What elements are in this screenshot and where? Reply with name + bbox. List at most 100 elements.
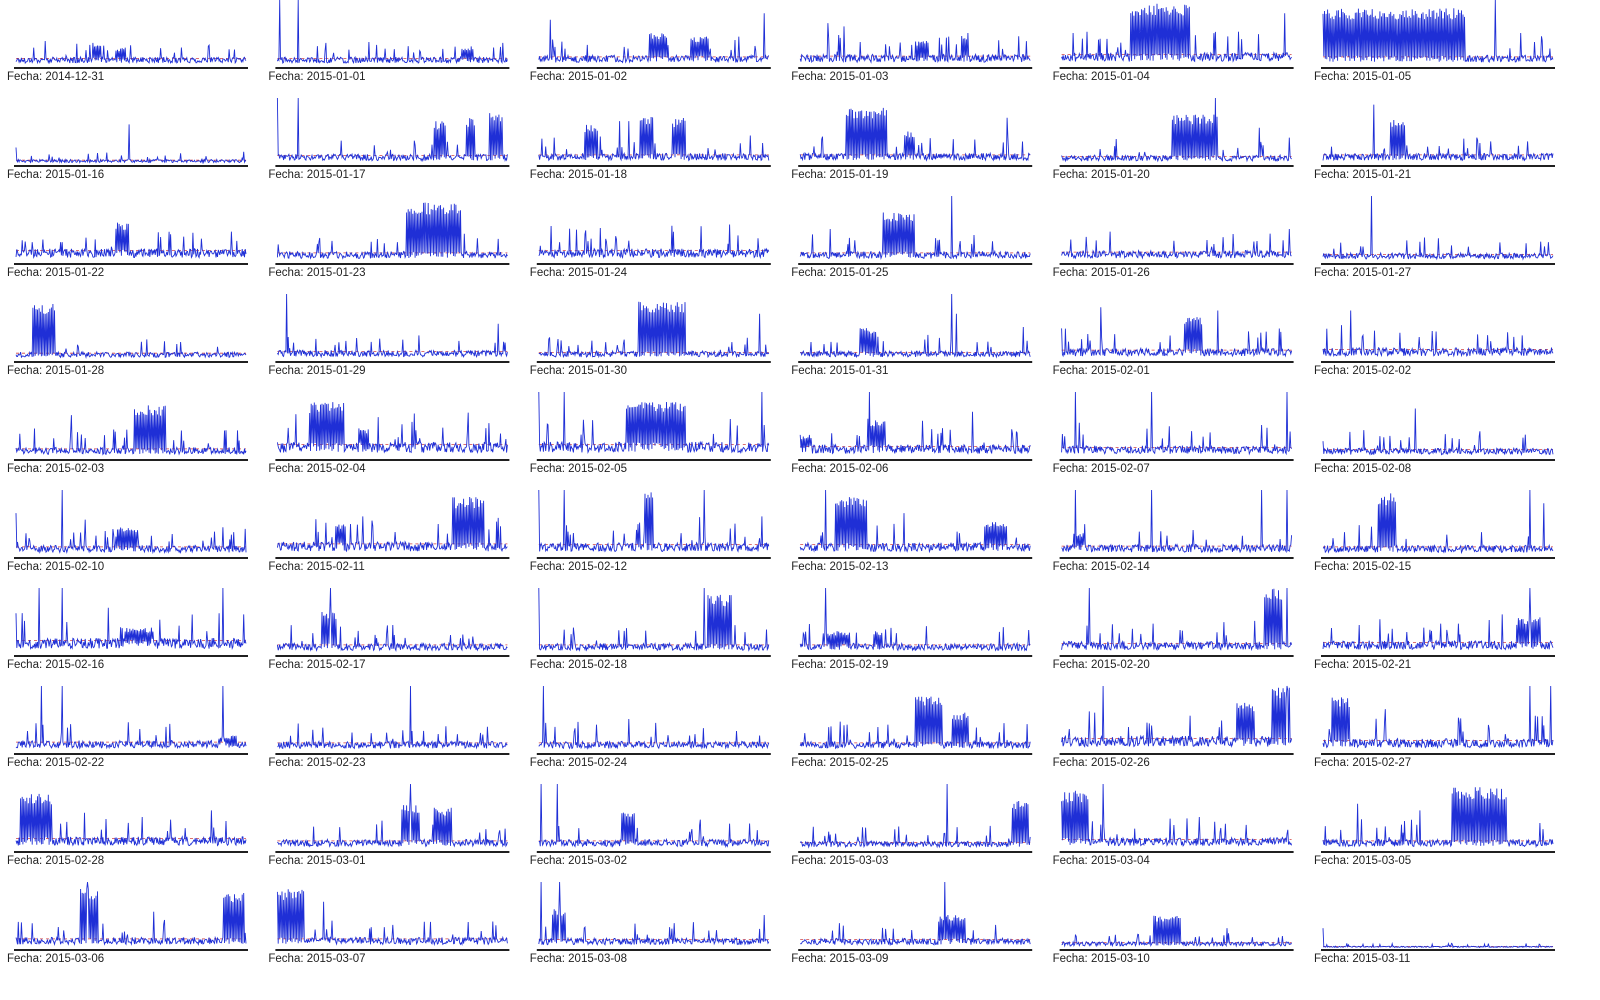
series-line [1322,787,1554,848]
panel-2015-03-04: Fecha: 2015-03-04 [1053,783,1294,867]
series-line [538,13,770,64]
panel-2015-01-16: Fecha: 2015-01-16 [7,124,248,181]
date-label: Fecha: 2015-01-02 [530,71,627,83]
series-line [277,685,508,750]
panel-2015-02-18: Fecha: 2015-02-18 [530,587,771,671]
date-label: Fecha: 2015-02-26 [1053,757,1150,769]
panel-2015-02-15: Fecha: 2015-02-15 [1314,489,1555,573]
series-line [1322,310,1554,358]
panel-2015-02-23: Fecha: 2015-02-23 [268,685,510,769]
date-label: Fecha: 2015-03-07 [268,953,365,965]
date-label: Fecha: 2015-01-31 [791,365,888,377]
panel-2015-02-10: Fecha: 2015-02-10 [7,489,248,573]
date-label: Fecha: 2015-03-09 [791,953,888,965]
series-line [276,97,508,163]
panel-2015-01-18: Fecha: 2015-01-18 [530,116,771,181]
series-line [1322,587,1554,651]
series-line [1322,489,1554,555]
date-label: Fecha: 2015-03-04 [1053,855,1151,867]
date-label: Fecha: 2015-02-01 [1053,365,1150,377]
date-label: Fecha: 2015-03-05 [1314,855,1411,867]
panel-2015-03-07: Fecha: 2015-03-07 [268,889,510,965]
series-line [538,881,770,946]
series-line [276,202,508,260]
date-label: Fecha: 2015-01-22 [7,267,104,279]
date-label: Fecha: 2015-01-29 [268,365,365,377]
panel-2015-01-29: Fecha: 2015-01-29 [268,293,510,377]
date-label: Fecha: 2015-03-08 [530,953,627,965]
date-label: Fecha: 2015-03-10 [1053,953,1150,965]
panel-2015-03-01: Fecha: 2015-03-01 [268,783,510,867]
series-line [15,881,247,947]
panel-2015-01-25: Fecha: 2015-01-25 [791,195,1033,279]
panel-2015-02-14: Fecha: 2015-02-14 [1053,489,1294,573]
date-label: Fecha: 2015-01-30 [530,365,627,377]
series-line [15,405,247,456]
date-label: Fecha: 2015-02-19 [791,659,888,671]
date-label: Fecha: 2015-02-16 [7,659,104,671]
series-line [800,881,1031,947]
panel-2015-02-07: Fecha: 2015-02-07 [1053,391,1294,475]
date-label: Fecha: 2015-01-19 [791,169,888,181]
date-label: Fecha: 2015-02-15 [1314,561,1411,573]
date-label: Fecha: 2015-02-24 [530,757,628,769]
date-label: Fecha: 2015-02-22 [7,757,104,769]
series-line [1322,195,1554,261]
date-label: Fecha: 2015-01-16 [7,169,104,181]
date-label: Fecha: 2015-02-14 [1053,561,1151,573]
series-line [1061,228,1292,260]
date-label: Fecha: 2015-01-20 [1053,169,1150,181]
panel-2015-01-05: Fecha: 2015-01-05 [1314,0,1555,83]
date-label: Fecha: 2015-02-04 [268,463,366,475]
panel-2015-01-20: Fecha: 2015-01-20 [1053,97,1294,181]
series-line [1322,408,1554,457]
series-line [799,107,1031,162]
series-line [538,301,770,359]
series-line [15,793,247,847]
series-line [538,783,770,849]
panel-2015-02-19: Fecha: 2015-02-19 [791,587,1033,671]
date-label: Fecha: 2015-02-18 [530,659,627,671]
date-label: Fecha: 2015-02-07 [1053,463,1150,475]
date-label: Fecha: 2015-01-21 [1314,169,1411,181]
date-label: Fecha: 2015-02-05 [530,463,627,475]
panel-2015-01-17: Fecha: 2015-01-17 [268,97,510,181]
date-label: Fecha: 2015-02-08 [1314,463,1411,475]
date-label: Fecha: 2015-02-27 [1314,757,1411,769]
series-line [1061,587,1293,652]
panel-2015-01-26: Fecha: 2015-01-26 [1053,228,1294,279]
panel-2015-02-20: Fecha: 2015-02-20 [1053,587,1294,671]
panel-2015-01-27: Fecha: 2015-01-27 [1314,195,1555,279]
series-line [799,696,1031,750]
date-label: Fecha: 2015-02-10 [7,561,104,573]
series-line [276,889,508,947]
date-label: Fecha: 2014-12-31 [7,71,104,83]
series-line [799,195,1031,260]
series-line [538,489,770,553]
panel-2015-03-02: Fecha: 2015-03-02 [530,783,771,867]
panel-2015-01-31: Fecha: 2015-01-31 [791,293,1033,377]
date-label: Fecha: 2015-02-25 [791,757,888,769]
date-label: Fecha: 2015-02-06 [791,463,888,475]
panel-2015-01-04: Fecha: 2015-01-04 [1053,3,1294,83]
series-line [1061,307,1293,358]
panel-2015-02-24: Fecha: 2015-02-24 [530,685,771,769]
date-label: Fecha: 2015-01-17 [268,169,365,181]
panel-2015-02-11: Fecha: 2015-02-11 [268,496,510,573]
panel-2015-01-24: Fecha: 2015-01-24 [530,224,771,279]
series-line [1061,783,1293,847]
series-line [277,783,508,848]
series-line [1061,391,1292,456]
panel-2015-02-27: Fecha: 2015-02-27 [1314,685,1555,769]
date-label: Fecha: 2015-02-12 [530,561,627,573]
series-line [1322,0,1554,63]
panel-2014-12-31: Fecha: 2014-12-31 [7,40,248,83]
panel-2015-03-11: Fecha: 2015-03-11 [1314,928,1555,965]
panel-2015-02-17: Fecha: 2015-02-17 [268,587,510,671]
panel-2015-01-19: Fecha: 2015-01-19 [791,107,1033,181]
series-line [799,391,1031,455]
series-line [799,489,1031,554]
panel-2015-02-04: Fecha: 2015-02-04 [268,402,510,475]
series-line [1322,685,1554,750]
date-label: Fecha: 2015-02-02 [1314,365,1411,377]
